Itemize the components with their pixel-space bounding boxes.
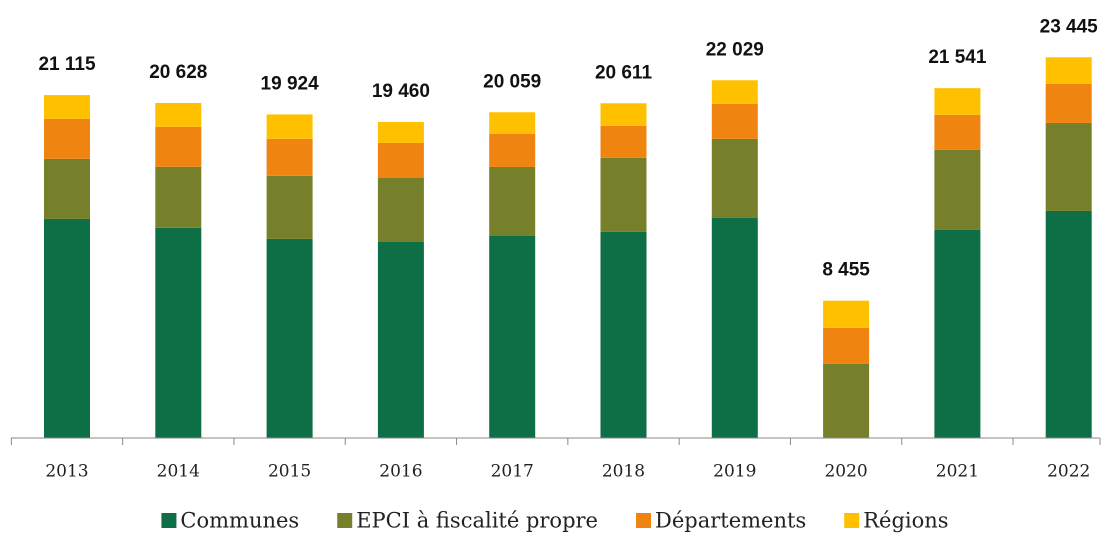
bar-segment	[377, 121, 424, 143]
legend-label: Communes	[180, 509, 299, 533]
bar-segment	[489, 133, 536, 167]
bar-segment	[1045, 57, 1092, 84]
bar-segment	[44, 158, 90, 219]
bar-segment	[934, 149, 981, 230]
bar-segment	[155, 103, 202, 127]
bar-segment	[44, 118, 90, 159]
bar-segment	[44, 95, 90, 119]
total-label: 23 445	[1040, 16, 1099, 37]
bar-segment	[823, 327, 870, 364]
bar-segment	[600, 157, 647, 232]
bar-segment	[377, 142, 424, 178]
bar-segment	[489, 235, 536, 438]
bar-segment	[266, 138, 313, 176]
bar-segment	[600, 103, 647, 126]
total-label: 20 059	[483, 71, 541, 92]
bar-segment	[266, 175, 313, 239]
bar-segment	[934, 114, 981, 150]
x-tick-label: 2014	[157, 462, 200, 482]
x-tick-label: 2021	[936, 462, 979, 482]
legend-swatch	[161, 513, 177, 528]
legend-swatch	[844, 513, 860, 528]
x-tick-label: 2020	[824, 462, 867, 482]
bar-segment	[1045, 83, 1092, 123]
bar-segment	[934, 88, 981, 115]
total-label: 20 628	[149, 62, 207, 83]
bar-segment	[934, 229, 981, 438]
total-label: 22 029	[706, 39, 764, 60]
bar-segment	[155, 166, 202, 228]
bar-segment	[1045, 122, 1092, 211]
bar-segment	[489, 112, 536, 134]
total-label: 20 611	[595, 62, 652, 83]
bar-segment	[823, 300, 870, 328]
bar-segment	[600, 231, 647, 438]
bar-segment	[377, 241, 424, 438]
bar-segment	[489, 166, 536, 236]
x-tick-label: 2017	[491, 462, 534, 482]
bar-segment	[823, 363, 870, 438]
total-label: 19 924	[261, 73, 320, 94]
x-tick-label: 2019	[713, 462, 756, 482]
bar-segment	[711, 217, 758, 438]
bar-segment	[266, 238, 313, 438]
x-tick-label: 2022	[1047, 462, 1090, 482]
bar-segment	[600, 125, 647, 158]
bar-segment	[711, 80, 758, 104]
x-tick-label: 2016	[379, 462, 422, 482]
legend-swatch	[636, 513, 652, 528]
bar-segment	[711, 138, 758, 218]
bar-segment	[155, 227, 202, 438]
legend-swatch	[337, 513, 353, 528]
x-tick-label: 2013	[45, 462, 88, 482]
x-tick-label: 2015	[268, 462, 311, 482]
total-label: 21 541	[928, 47, 987, 68]
bar-segment	[266, 114, 313, 139]
total-label: 21 115	[38, 54, 95, 75]
x-tick-label: 2018	[602, 462, 645, 482]
total-label: 19 460	[372, 81, 430, 102]
bar-segment	[711, 103, 758, 139]
bar-segment	[377, 177, 424, 242]
total-label: 8 455	[822, 260, 870, 281]
legend-label: Régions	[863, 509, 948, 533]
bar-segment	[1045, 210, 1092, 438]
legend-label: Départements	[655, 509, 806, 533]
bar-segment	[44, 218, 90, 438]
bar-segment	[155, 126, 202, 167]
legend-label: EPCI à fiscalité propre	[356, 509, 598, 533]
